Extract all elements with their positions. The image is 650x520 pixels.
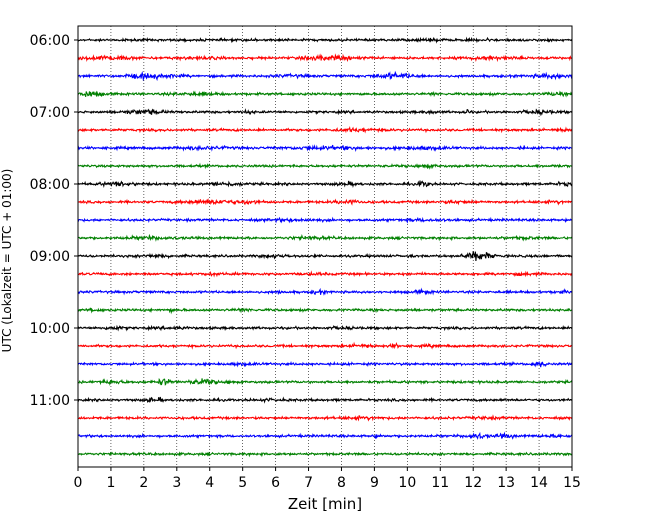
trace-line bbox=[77, 198, 573, 206]
trace-line bbox=[77, 108, 573, 117]
y-tick-label: 06:00 bbox=[30, 33, 70, 49]
y-tick-label: 10:00 bbox=[30, 321, 70, 337]
trace-line bbox=[77, 233, 573, 242]
x-tick-label: 7 bbox=[304, 475, 313, 491]
trace-line bbox=[77, 324, 573, 332]
trace-line bbox=[77, 36, 573, 44]
x-tick-label: 10 bbox=[398, 475, 416, 491]
trace-line bbox=[77, 451, 573, 458]
seismic-traces bbox=[77, 36, 573, 458]
y-axis-label: UTC (Lokalzeit = UTC + 01:00) bbox=[0, 169, 14, 353]
x-tick-label: 5 bbox=[238, 475, 247, 491]
trace-line bbox=[77, 377, 573, 387]
trace-line bbox=[77, 251, 573, 262]
trace-line bbox=[77, 216, 573, 224]
x-tick-label: 8 bbox=[337, 475, 346, 491]
x-tick-label: 9 bbox=[370, 475, 379, 491]
trace-line bbox=[77, 270, 573, 278]
x-tick-label: 0 bbox=[74, 475, 83, 491]
trace-line bbox=[77, 162, 573, 170]
x-tick-label: 12 bbox=[464, 475, 482, 491]
x-tick-label: 6 bbox=[271, 475, 280, 491]
y-tick-label: 07:00 bbox=[30, 105, 70, 121]
trace-line bbox=[77, 180, 573, 189]
trace-line bbox=[77, 287, 573, 296]
trace-line bbox=[77, 414, 573, 422]
trace-line bbox=[77, 144, 573, 152]
x-tick-label: 13 bbox=[497, 475, 515, 491]
x-tick-label: 15 bbox=[563, 475, 581, 491]
trace-line bbox=[77, 306, 573, 315]
x-tick-label: 3 bbox=[172, 475, 181, 491]
x-tick-label: 11 bbox=[431, 475, 449, 491]
y-tick-label: 09:00 bbox=[30, 249, 70, 265]
x-tick-label: 4 bbox=[205, 475, 214, 491]
x-axis-ticks: 0 1 2 3 4 5 6 7 8 9 10 11 12 13 14 15 bbox=[74, 467, 581, 491]
trace-line bbox=[77, 90, 573, 98]
x-tick-label: 1 bbox=[106, 475, 115, 491]
y-tick-label: 08:00 bbox=[30, 177, 70, 193]
trace-line bbox=[77, 431, 573, 440]
trace-line bbox=[77, 341, 573, 350]
x-axis-label: Zeit [min] bbox=[288, 495, 362, 513]
plot-frame bbox=[77, 25, 573, 468]
trace-line bbox=[77, 396, 573, 404]
x-tick-label: 2 bbox=[139, 475, 148, 491]
trace-line bbox=[77, 53, 573, 63]
trace-line bbox=[77, 360, 573, 368]
x-tick-label: 14 bbox=[530, 475, 548, 491]
y-tick-label: 11:00 bbox=[30, 393, 70, 409]
trace-line bbox=[77, 70, 573, 82]
y-axis-ticks: 06:00 07:00 08:00 09:00 10:00 11:00 bbox=[30, 33, 78, 409]
trace-line bbox=[77, 125, 573, 134]
